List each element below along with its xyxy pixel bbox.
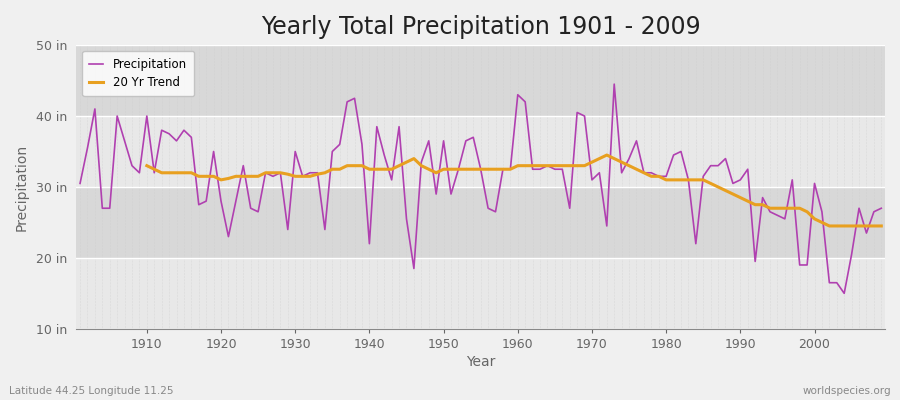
Line: 20 Yr Trend: 20 Yr Trend — [147, 155, 881, 226]
Legend: Precipitation, 20 Yr Trend: Precipitation, 20 Yr Trend — [82, 51, 194, 96]
Text: worldspecies.org: worldspecies.org — [803, 386, 891, 396]
20 Yr Trend — [141, 163, 152, 168]
20 Yr Trend — [601, 153, 612, 158]
20 Yr Trend — [520, 163, 531, 168]
20 Yr Trend — [853, 224, 864, 228]
Y-axis label: Precipitation: Precipitation — [15, 143, 29, 230]
Text: Latitude 44.25 Longitude 11.25: Latitude 44.25 Longitude 11.25 — [9, 386, 174, 396]
Precipitation — [512, 92, 523, 97]
20 Yr Trend — [832, 224, 842, 228]
X-axis label: Year: Year — [466, 355, 495, 369]
Bar — [76, 258, 885, 329]
Bar — [76, 187, 885, 258]
Precipitation — [75, 181, 86, 186]
Precipitation — [505, 167, 516, 172]
Precipitation — [601, 224, 612, 228]
20 Yr Trend — [579, 163, 590, 168]
20 Yr Trend — [283, 172, 293, 176]
Line: Precipitation: Precipitation — [80, 84, 881, 293]
Precipitation — [876, 206, 886, 211]
Bar — [76, 116, 885, 187]
Title: Yearly Total Precipitation 1901 - 2009: Yearly Total Precipitation 1901 - 2009 — [261, 15, 700, 39]
20 Yr Trend — [824, 224, 835, 228]
20 Yr Trend — [876, 224, 886, 228]
20 Yr Trend — [312, 172, 323, 176]
Precipitation — [839, 291, 850, 296]
Precipitation — [342, 100, 353, 104]
Bar — [76, 45, 885, 116]
Precipitation — [608, 82, 619, 86]
Precipitation — [134, 170, 145, 175]
Precipitation — [297, 174, 308, 179]
